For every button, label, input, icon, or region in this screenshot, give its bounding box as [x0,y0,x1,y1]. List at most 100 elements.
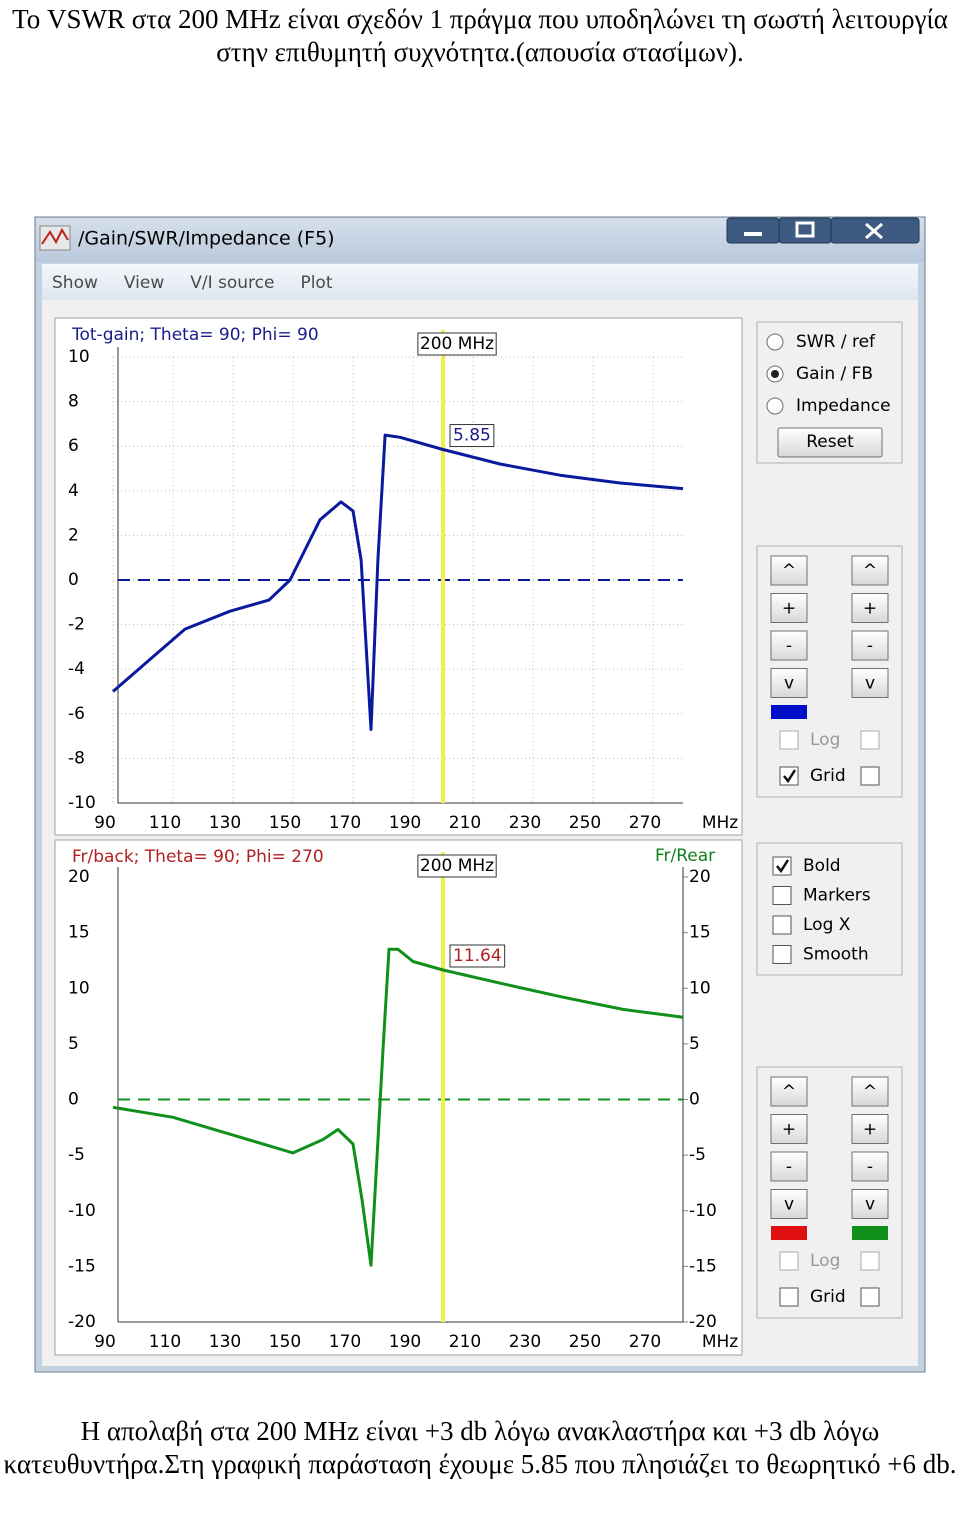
radio[interactable] [766,397,784,415]
app-icon [39,225,71,251]
x-tick-label: 190 [389,1332,421,1352]
menu-item[interactable]: Show [52,273,98,293]
adjust-button[interactable] [770,593,808,623]
x-axis-label: MHz [702,813,738,833]
x-tick-label: 130 [209,813,241,833]
adjust-button[interactable] [770,1151,808,1182]
check-label: Log [810,1251,840,1271]
adjust-button[interactable] [770,1076,808,1107]
adjust-button-label: ^ [863,1082,877,1102]
x-tick-label: 110 [149,813,181,833]
y-tick-label: 0 [68,570,79,590]
adjust-button[interactable] [851,1114,889,1144]
adjust-button[interactable] [770,1114,808,1144]
adjust-button-label: ^ [863,561,877,581]
y-tick-label: -5 [68,1145,85,1165]
y-tick-label: -2 [68,615,85,635]
x-tick-label: 150 [269,1332,301,1352]
y-tick-label: 15 [68,923,90,943]
window-buttons[interactable] [726,217,920,244]
check-label: Grid [810,766,846,786]
y2-tick-label: 20 [689,867,711,887]
lower-plot-panel [54,839,743,1356]
x-tick-label: 270 [629,1332,661,1352]
checkbox[interactable] [772,886,792,905]
adjust-button[interactable] [851,1189,889,1219]
checkbox[interactable] [860,1287,880,1307]
y2-tick-label: -20 [689,1312,717,1332]
adjust-button[interactable] [851,593,889,623]
checkbox[interactable] [779,1251,799,1271]
y2-tick-label: -10 [689,1201,717,1221]
radio-label: SWR / ref [796,332,876,352]
reset-button[interactable] [777,427,883,458]
marker-label-box [417,854,497,878]
adjust-button-label: v [784,1195,794,1215]
marker-value-box [449,944,506,968]
checkbox[interactable] [772,856,792,876]
check-mark [783,769,797,784]
adjust-button[interactable] [770,630,808,661]
x-tick-label: 250 [569,813,601,833]
menu-item[interactable]: Plot [300,273,332,293]
checkbox[interactable] [772,945,792,964]
menu-item[interactable]: V/I source [190,273,274,293]
x-tick-label: 90 [94,1332,116,1352]
adjust-button[interactable] [851,1076,889,1107]
color-swatch[interactable] [771,1226,807,1240]
y2-tick-label: 0 [689,1090,700,1110]
x-tick-label: 150 [269,813,301,833]
y2-tick-label: -5 [689,1145,706,1165]
adjust-button[interactable] [851,1151,889,1182]
adjust-button[interactable] [770,555,808,586]
x-tick-label: 170 [329,813,361,833]
checkbox[interactable] [860,1251,880,1271]
checkbox[interactable] [779,1287,799,1307]
upper-plot-panel [54,317,743,836]
menu-bar [42,264,918,300]
checkbox[interactable] [860,730,880,750]
adjust-button-label: + [782,1120,796,1140]
y-tick-label: -15 [68,1256,96,1276]
adjust-button-label: - [786,1157,792,1177]
x-tick-label: 230 [509,1332,541,1352]
adjust-button[interactable] [851,668,889,698]
adjust-button-label: + [863,1120,877,1140]
chart-title: Fr/back; Theta= 90; Phi= 270 [72,847,324,867]
y-tick-label: 10 [68,347,90,367]
adjust-button[interactable] [851,555,889,586]
y-tick-label: 20 [68,867,90,887]
adjust-button[interactable] [770,668,808,698]
checkbox[interactable] [779,766,799,786]
option-label: Smooth [803,945,869,965]
adjust-button[interactable] [851,630,889,661]
marker-value-box [449,424,495,448]
color-swatch[interactable] [852,1226,888,1240]
y2-tick-label: 5 [689,1034,700,1054]
x-tick-label: 210 [449,1332,481,1352]
radio-label: Impedance [796,396,891,416]
checkbox[interactable] [779,730,799,750]
y-tick-label: 4 [68,481,79,501]
reset-label: Reset [806,432,854,452]
adjust-button-label: ^ [782,561,796,581]
y-tick-label: -20 [68,1312,96,1332]
adjust-button[interactable] [770,1189,808,1219]
adjust-button-label: + [863,599,877,619]
marker-label: 200 MHz [420,856,494,876]
color-swatch[interactable] [771,705,807,719]
y2-label: Fr/Rear [655,846,715,866]
menu-item[interactable]: View [124,273,164,293]
conclusion-text: Η απολαβή στα 200 MHz είναι +3 db λόγω α… [3,1416,957,1479]
data-line [112,433,684,731]
checkbox[interactable] [860,766,880,786]
x-tick-label: 250 [569,1332,601,1352]
radio[interactable] [766,333,784,351]
checkbox[interactable] [772,915,792,935]
y-tick-label: 5 [68,1034,79,1054]
x-tick-label: 130 [209,1332,241,1352]
option-label: Log X [803,915,851,935]
window-title: /Gain/SWR/Impedance (F5) [78,228,335,250]
radio-dot [771,370,779,378]
